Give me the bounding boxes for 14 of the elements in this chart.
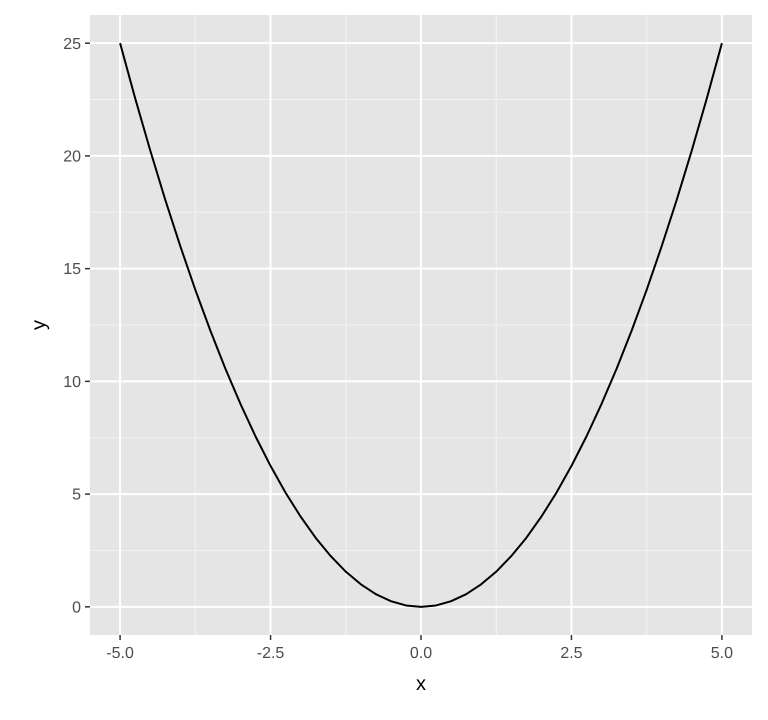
- x-tick-label: 5.0: [710, 645, 734, 662]
- x-tick-label: 0.0: [410, 645, 432, 662]
- x-tick-label: -2.5: [256, 645, 284, 662]
- y-tick-label: 5: [72, 486, 82, 504]
- y-tick-label: 0: [72, 599, 82, 616]
- y-tick-label: 20: [63, 148, 82, 166]
- y-tick-label: 25: [63, 36, 82, 53]
- y-axis-title: y: [28, 320, 50, 330]
- x-tick-label: 2.5: [560, 645, 583, 662]
- y-tick-label: 15: [63, 261, 82, 278]
- x-tick-label: -5.0: [106, 645, 134, 662]
- x-axis-title: x: [416, 673, 426, 695]
- y-tick-label: 10: [63, 374, 82, 391]
- line-series: [119, 42, 723, 608]
